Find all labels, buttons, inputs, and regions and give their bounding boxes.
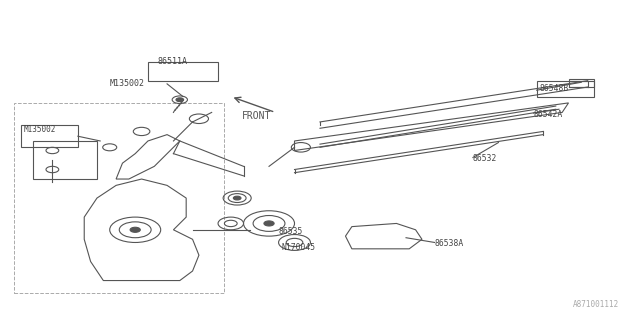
Bar: [33, 141, 97, 179]
Bar: [568, 79, 594, 87]
Circle shape: [234, 196, 241, 200]
Text: A871001112: A871001112: [573, 300, 620, 309]
Text: 86542A: 86542A: [534, 109, 563, 118]
Text: 86548B: 86548B: [540, 84, 569, 93]
Text: N170045: N170045: [282, 243, 316, 252]
Text: M135002: M135002: [109, 79, 145, 88]
Bar: [537, 81, 594, 97]
Text: 86538A: 86538A: [435, 239, 464, 248]
Text: 86532: 86532: [473, 154, 497, 163]
Circle shape: [264, 221, 274, 226]
Bar: [148, 62, 218, 81]
Text: 86511A: 86511A: [157, 57, 188, 66]
Bar: [20, 125, 78, 147]
Text: M135002: M135002: [24, 125, 56, 134]
Circle shape: [176, 98, 184, 102]
Text: 86535: 86535: [278, 227, 303, 236]
Circle shape: [130, 227, 140, 232]
Bar: [14, 103, 225, 293]
Text: FRONT: FRONT: [241, 111, 271, 121]
